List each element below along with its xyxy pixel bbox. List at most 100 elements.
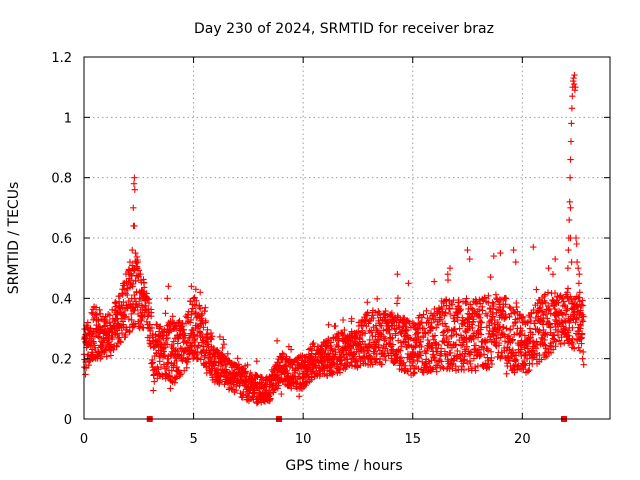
data-point xyxy=(189,305,196,312)
data-point xyxy=(442,309,449,316)
data-point xyxy=(535,328,542,336)
data-point xyxy=(92,304,100,311)
data-point xyxy=(434,321,442,328)
y-tick-label: 0.4 xyxy=(51,292,72,307)
data-point xyxy=(216,333,224,341)
data-point xyxy=(433,368,440,375)
data-point xyxy=(244,361,251,369)
data-point xyxy=(202,317,209,325)
data-point xyxy=(91,353,98,361)
data-point xyxy=(126,327,134,335)
data-point xyxy=(517,330,525,338)
data-point xyxy=(524,355,531,362)
data-point xyxy=(107,352,114,359)
data-point xyxy=(174,351,182,358)
data-point xyxy=(148,360,156,367)
data-point xyxy=(551,289,559,297)
data-point xyxy=(537,304,544,311)
data-point xyxy=(483,365,490,372)
data-point xyxy=(192,309,200,316)
data-point xyxy=(481,338,488,345)
data-point xyxy=(353,357,360,364)
data-point xyxy=(517,346,525,353)
data-point xyxy=(445,338,452,345)
data-point xyxy=(526,366,533,374)
data-point xyxy=(451,318,458,325)
data-point xyxy=(510,246,517,254)
data-point xyxy=(361,330,369,337)
data-point xyxy=(358,355,365,362)
y-tick-labels: 0 0.2 0.4 0.6 0.8 1 1.2 xyxy=(51,51,72,428)
data-point xyxy=(502,314,510,321)
data-point xyxy=(386,330,393,337)
data-point xyxy=(106,312,113,319)
data-point xyxy=(567,204,574,211)
data-point xyxy=(566,216,573,224)
data-point xyxy=(164,295,171,302)
data-point xyxy=(137,270,144,278)
data-point xyxy=(465,305,472,313)
data-point xyxy=(431,305,438,313)
data-point xyxy=(100,341,107,348)
data-point xyxy=(145,299,153,307)
data-point xyxy=(443,302,450,309)
data-point xyxy=(274,385,281,392)
data-point xyxy=(85,362,92,369)
data-point xyxy=(491,339,499,346)
data-point xyxy=(455,296,462,304)
data-point xyxy=(157,323,164,330)
data-point xyxy=(569,340,577,348)
data-point xyxy=(133,253,141,261)
data-point xyxy=(459,314,466,321)
data-point xyxy=(167,385,174,392)
data-point xyxy=(125,315,133,323)
data-point xyxy=(253,372,260,379)
data-point xyxy=(382,335,389,342)
data-point xyxy=(488,360,496,368)
data-point xyxy=(214,365,222,373)
data-point xyxy=(507,350,514,357)
data-point xyxy=(545,265,552,272)
data-point xyxy=(191,335,199,343)
data-point xyxy=(489,299,496,306)
data-point xyxy=(197,305,204,312)
data-point xyxy=(148,313,155,320)
data-point xyxy=(580,348,587,356)
data-point xyxy=(454,347,461,355)
data-point xyxy=(575,344,582,351)
data-point xyxy=(131,307,138,314)
y-tick-label: 0.8 xyxy=(51,172,72,187)
data-point xyxy=(472,342,480,349)
y-tick-label: 1 xyxy=(64,111,72,126)
data-point xyxy=(569,324,576,331)
data-point xyxy=(194,355,202,362)
data-point xyxy=(532,345,540,352)
data-point xyxy=(497,334,504,341)
data-point xyxy=(575,280,583,287)
data-point xyxy=(327,339,335,346)
data-point xyxy=(576,271,583,278)
data-point xyxy=(288,382,295,390)
data-point xyxy=(559,295,566,302)
data-point xyxy=(564,265,572,272)
data-point xyxy=(220,336,227,343)
data-point xyxy=(576,347,584,354)
data-point xyxy=(541,336,548,344)
data-point xyxy=(569,299,576,307)
data-point xyxy=(167,377,175,385)
data-point xyxy=(82,371,89,378)
data-point xyxy=(412,342,419,350)
data-point xyxy=(579,355,586,362)
data-point xyxy=(506,303,513,311)
data-point xyxy=(552,338,560,345)
data-point xyxy=(531,351,538,358)
data-point xyxy=(576,298,583,305)
data-point xyxy=(204,326,211,333)
data-point xyxy=(555,299,562,306)
data-point xyxy=(362,316,370,323)
data-point xyxy=(530,352,537,360)
data-point xyxy=(170,338,177,345)
data-point xyxy=(499,353,506,360)
data-point xyxy=(132,277,139,284)
data-point xyxy=(173,357,180,365)
